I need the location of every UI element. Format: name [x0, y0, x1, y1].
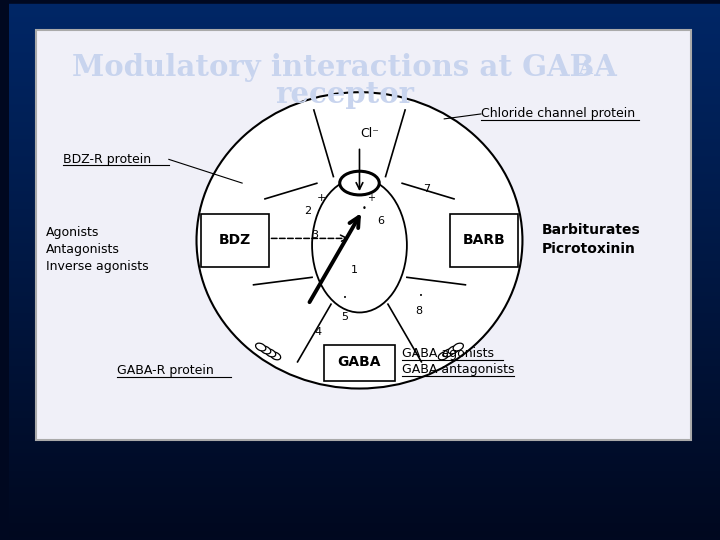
Text: Inverse agonists: Inverse agonists	[46, 260, 149, 273]
Ellipse shape	[256, 343, 266, 351]
Text: +: +	[318, 193, 327, 203]
Text: +: +	[367, 193, 375, 203]
Text: 3: 3	[312, 231, 318, 240]
Text: 1: 1	[351, 265, 358, 275]
Text: Cl⁻: Cl⁻	[360, 127, 379, 140]
Text: •: •	[343, 295, 346, 301]
Ellipse shape	[444, 349, 454, 357]
Text: 2: 2	[305, 206, 312, 216]
Text: GABA agonists: GABA agonists	[402, 347, 494, 361]
Ellipse shape	[266, 349, 276, 357]
Text: receptor: receptor	[275, 80, 414, 109]
Text: Modulatory interactions at GABA: Modulatory interactions at GABA	[72, 53, 617, 82]
Bar	[202, 214, 269, 267]
Text: GABA: GABA	[338, 355, 381, 369]
Text: 6: 6	[378, 215, 384, 226]
Ellipse shape	[340, 171, 379, 195]
Text: GABA-R protein: GABA-R protein	[117, 364, 215, 377]
Text: A: A	[577, 60, 592, 78]
Text: Picrotoxinin: Picrotoxinin	[542, 242, 636, 256]
Text: Barbiturates: Barbiturates	[542, 224, 641, 238]
Ellipse shape	[438, 352, 449, 360]
Text: •: •	[419, 293, 423, 299]
Text: 5: 5	[341, 313, 348, 322]
Ellipse shape	[448, 346, 459, 354]
Text: Chloride channel protein: Chloride channel protein	[481, 107, 635, 120]
Text: BARB: BARB	[462, 233, 505, 247]
Bar	[450, 214, 518, 267]
Text: BDZ-R protein: BDZ-R protein	[63, 153, 151, 166]
Ellipse shape	[271, 352, 281, 360]
Text: Antagonists: Antagonists	[46, 243, 120, 256]
Text: 8: 8	[415, 307, 423, 316]
Text: 4: 4	[315, 327, 322, 337]
Ellipse shape	[312, 178, 407, 313]
Text: BDZ: BDZ	[219, 233, 251, 247]
Text: 7: 7	[423, 184, 431, 194]
Text: Agonists: Agonists	[46, 226, 100, 239]
Ellipse shape	[261, 346, 271, 354]
Ellipse shape	[197, 92, 523, 388]
Text: GABA antagonists: GABA antagonists	[402, 363, 515, 376]
Ellipse shape	[453, 343, 464, 351]
Bar	[37, 30, 691, 440]
Bar	[324, 345, 395, 381]
Text: •: •	[362, 204, 367, 213]
